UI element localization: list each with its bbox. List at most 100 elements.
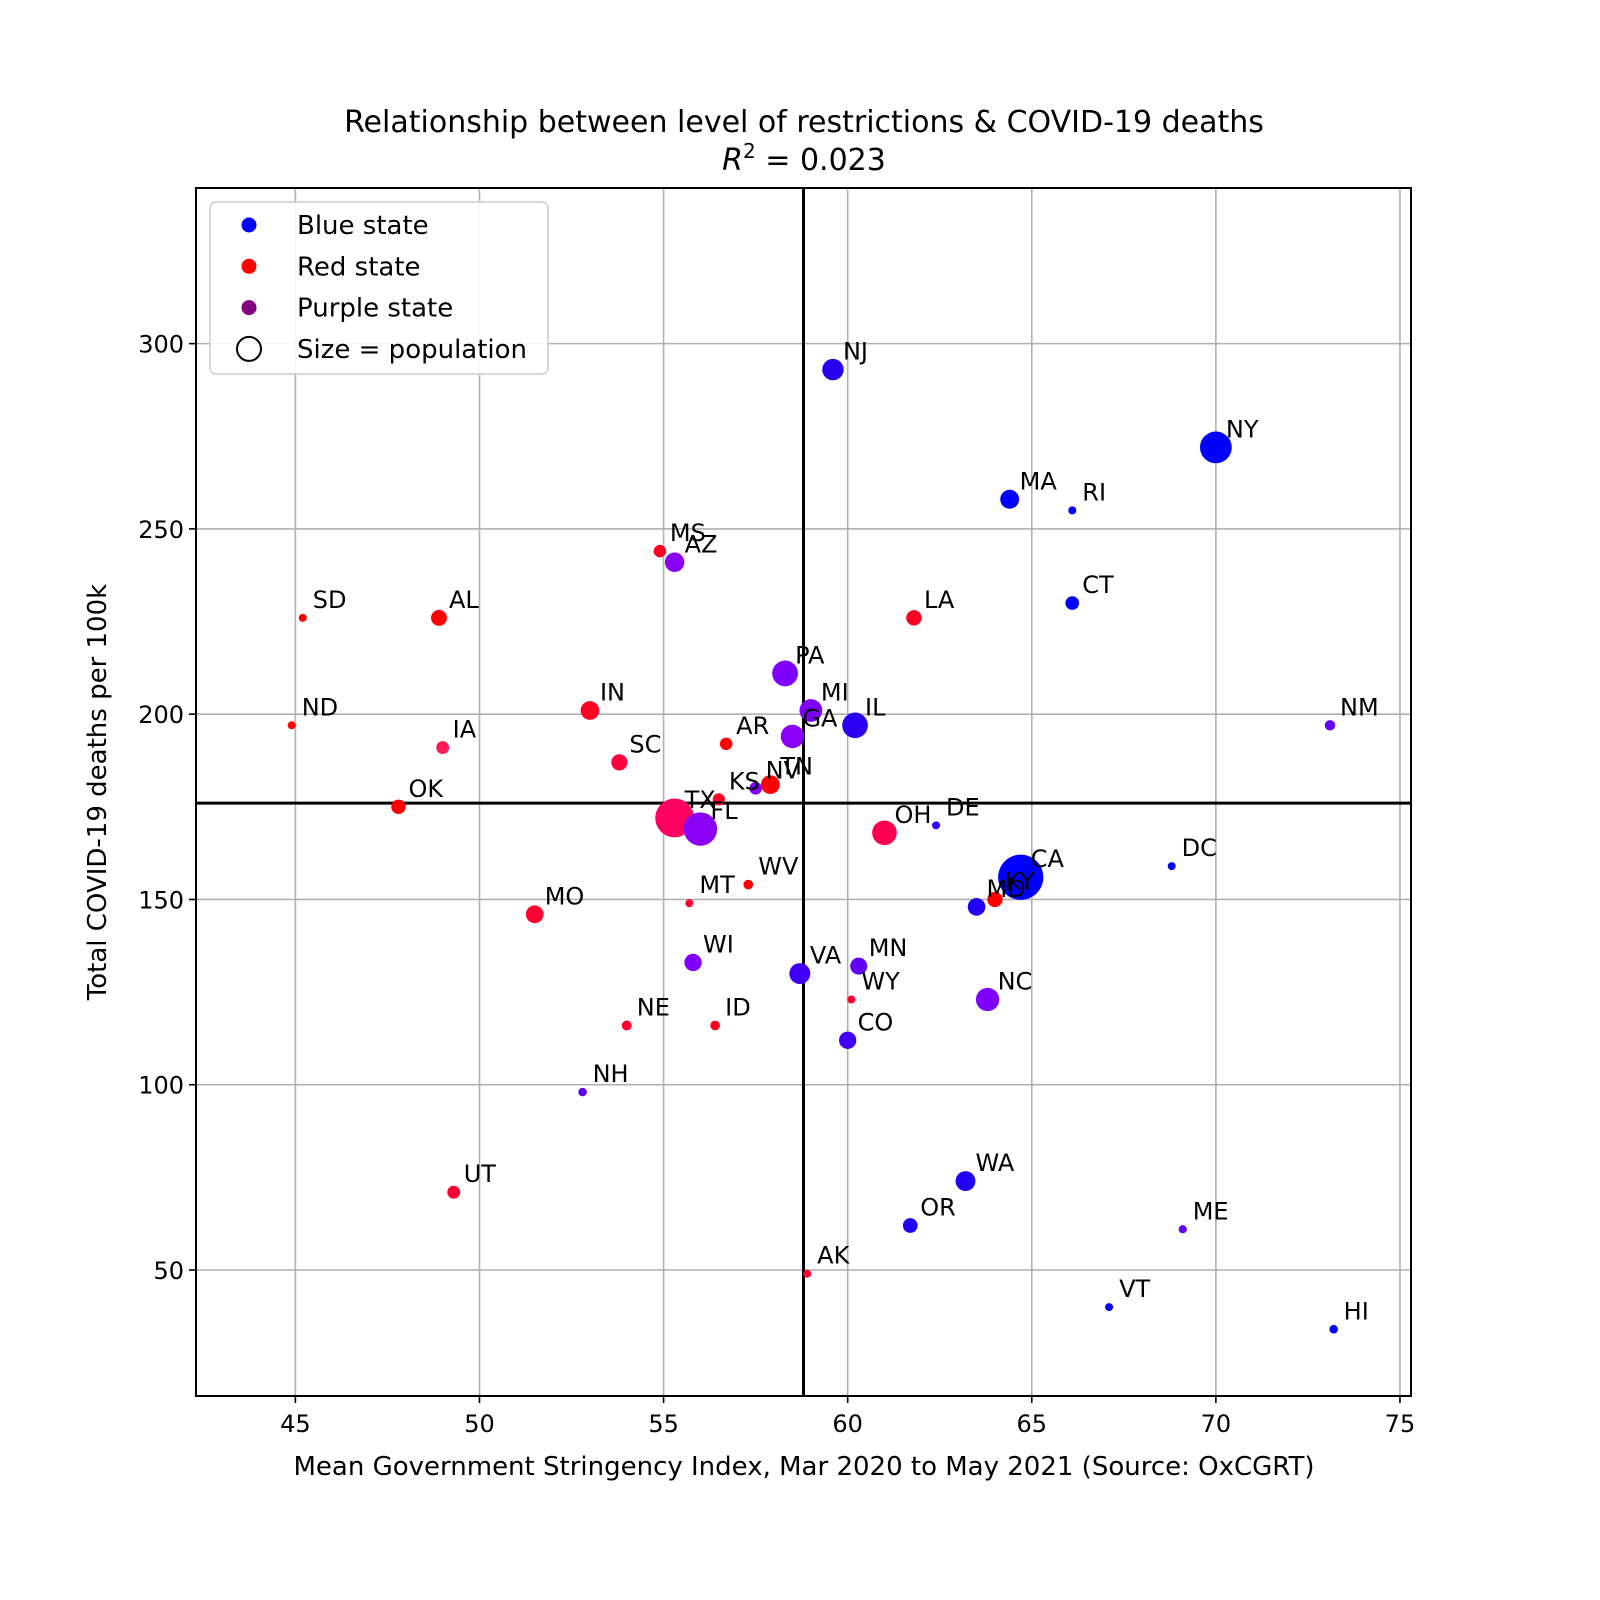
y-tick-label: 150 <box>138 886 184 914</box>
point-label-dc: DC <box>1182 834 1217 862</box>
data-point-nc <box>975 987 1000 1012</box>
data-point-ar <box>719 737 733 751</box>
point-label-ct: CT <box>1082 571 1114 599</box>
data-point-mi <box>799 699 823 722</box>
data-point-ks <box>712 793 725 806</box>
legend-label: Size = population <box>297 335 527 365</box>
point-label-sd: SD <box>313 586 347 614</box>
data-point-ny <box>1199 431 1232 464</box>
data-point-md <box>967 898 986 916</box>
point-label-ar: AR <box>736 712 769 740</box>
data-point-co <box>839 1031 857 1049</box>
point-label-al: AL <box>449 586 479 614</box>
x-tick-label: 55 <box>648 1410 679 1438</box>
data-point-de <box>932 821 941 830</box>
data-point-la <box>906 610 922 626</box>
point-label-ky: KY <box>1005 867 1035 895</box>
data-point-mo <box>525 905 544 924</box>
point-label-la: LA <box>924 586 955 614</box>
data-point-ca <box>998 854 1044 900</box>
point-label-hi: HI <box>1344 1297 1369 1325</box>
x-tick-label: 70 <box>1201 1410 1232 1438</box>
legend-marker <box>241 217 257 233</box>
point-label-ia: IA <box>453 716 477 744</box>
data-point-wi <box>684 953 702 972</box>
point-label-wy: WY <box>861 968 900 996</box>
point-label-mn: MN <box>869 934 908 962</box>
chart-title: Relationship between level of restrictio… <box>344 105 1264 140</box>
point-label-md: MD <box>987 875 1026 903</box>
point-label-ri: RI <box>1082 478 1106 506</box>
data-points <box>287 358 1338 1334</box>
point-label-ok: OK <box>409 775 445 803</box>
data-point-mt <box>685 899 694 908</box>
point-label-ks: KS <box>729 767 760 795</box>
point-label-ma: MA <box>1020 467 1058 495</box>
point-label-ny: NY <box>1226 415 1259 443</box>
y-tick-label: 50 <box>153 1257 184 1285</box>
point-label-or: OR <box>920 1194 956 1222</box>
x-tick-label: 75 <box>1385 1410 1416 1438</box>
point-label-co: CO <box>858 1008 894 1036</box>
data-point-wa <box>955 1171 976 1192</box>
data-point-ne <box>621 1020 632 1031</box>
y-tick-label: 200 <box>138 701 184 729</box>
subtitle-rhs: = 0.023 <box>756 143 886 178</box>
point-label-id: ID <box>725 993 751 1021</box>
data-point-nh <box>578 1087 587 1097</box>
point-label-ga: GA <box>802 704 838 732</box>
data-point-nj <box>822 358 844 381</box>
chart-subtitle: R2 = 0.023 <box>722 139 886 178</box>
data-point-ms <box>653 544 667 558</box>
data-point-vt <box>1105 1303 1114 1312</box>
point-label-me: ME <box>1193 1197 1229 1225</box>
y-tick-label: 300 <box>138 331 184 359</box>
data-point-az <box>664 552 685 572</box>
data-point-nv <box>749 781 762 795</box>
point-label-wa: WA <box>976 1149 1015 1177</box>
subtitle-lhs: R <box>722 143 743 178</box>
y-axis-label: Total COVID-19 deaths per 100k <box>83 584 113 1001</box>
data-point-sc <box>611 754 628 771</box>
subtitle-sup: 2 <box>743 139 756 163</box>
point-label-nv: NV <box>766 756 801 784</box>
y-tick-label: 100 <box>138 1072 184 1100</box>
x-axis-ticks: 45 50 55 60 65 70 75 <box>280 1396 1415 1438</box>
point-label-tn: TN <box>779 753 813 781</box>
legend-label: Red state <box>297 252 421 282</box>
x-tick-label: 60 <box>832 1410 863 1438</box>
data-point-in <box>580 701 600 720</box>
data-point-tn <box>760 775 780 794</box>
y-axis-ticks: 50 100 150 200 250 300 <box>138 331 196 1285</box>
legend-label: Blue state <box>297 211 429 241</box>
data-point-ia <box>436 741 450 754</box>
data-point-me <box>1178 1225 1187 1234</box>
point-label-vt: VT <box>1119 1275 1150 1303</box>
legend-box <box>209 201 549 375</box>
data-point-ok <box>391 799 406 815</box>
data-point-ky <box>987 891 1003 908</box>
data-point-pa <box>772 660 798 687</box>
point-label-wi: WI <box>703 930 734 958</box>
data-point-nm <box>1324 720 1336 731</box>
data-point-ri <box>1068 506 1077 515</box>
x-axis-label: Mean Government Stringency Index, Mar 20… <box>293 1452 1314 1482</box>
point-label-sc: SC <box>629 730 661 758</box>
point-label-ms: MS <box>670 519 706 547</box>
point-label-nh: NH <box>593 1060 629 1088</box>
data-point-id <box>710 1020 720 1031</box>
data-point-al <box>431 609 447 626</box>
data-point-va <box>789 963 811 985</box>
data-point-sd <box>298 613 307 622</box>
plot-frame <box>195 187 1412 1397</box>
point-label-nc: NC <box>998 968 1033 996</box>
point-label-mo: MO <box>545 882 585 910</box>
data-point-ut <box>447 1185 461 1199</box>
point-label-il: IL <box>865 693 886 721</box>
point-label-ne: NE <box>637 993 670 1021</box>
x-tick-label: 65 <box>1016 1410 1047 1438</box>
data-point-nd <box>287 721 296 730</box>
legend-marker <box>241 300 257 316</box>
